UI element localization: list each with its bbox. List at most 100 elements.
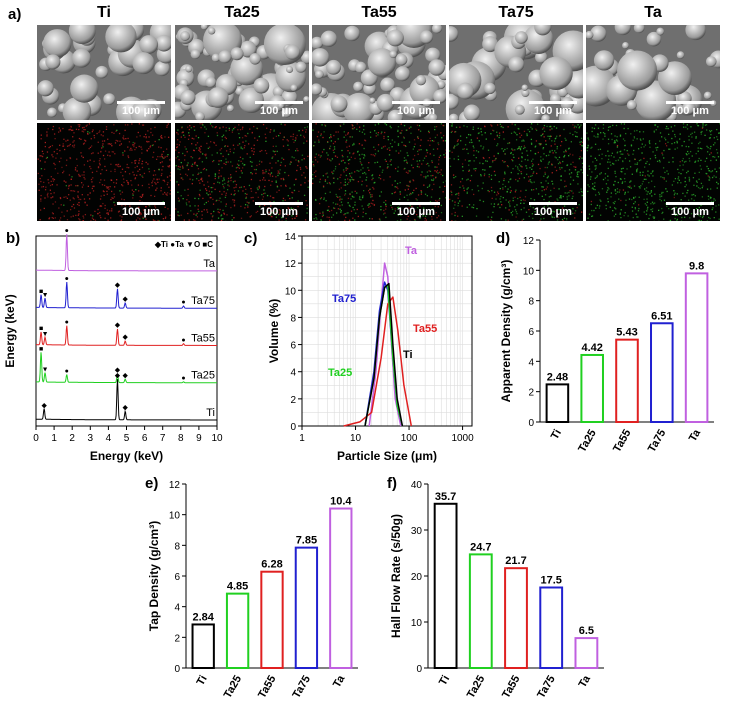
- sem-image-ta: 100 μm: [586, 25, 720, 120]
- peak-marker: ■: [39, 326, 43, 333]
- y-axis-label: Energy (keV): [3, 294, 17, 367]
- sem-image-ta75: 100 μm: [449, 25, 583, 120]
- scale-bar: 100 μm: [390, 202, 442, 218]
- scale-bar-label: 100 μm: [671, 206, 709, 218]
- scale-bar-label: 100 μm: [260, 105, 298, 117]
- x-tick-label: Ta75: [646, 428, 669, 455]
- series-label-ti: Ti: [403, 349, 413, 361]
- y-tick-label: 12: [285, 259, 297, 270]
- series-label-ti: Ti: [206, 407, 215, 419]
- eds-map-ta25: 100 μm: [175, 123, 309, 221]
- y-tick-label: 14: [285, 232, 297, 243]
- x-tick-label: Ta25: [465, 674, 488, 701]
- eds-map-ti: 100 μm: [37, 123, 171, 221]
- panel-d-letter: d): [496, 230, 511, 247]
- sample-title-ta55: Ta55: [361, 4, 397, 21]
- bar-value-label: 2.84: [192, 611, 214, 623]
- y-tick-label: 4: [528, 357, 534, 368]
- bar-value-label: 4.42: [581, 342, 602, 354]
- scale-bar: 100 μm: [390, 101, 442, 117]
- peak-marker: ◆: [123, 334, 129, 341]
- scale-bar: 100 μm: [664, 202, 716, 218]
- y-tick-label: 0: [528, 418, 534, 429]
- bar-ta25: [580, 353, 604, 423]
- sem-image-ti: 100 μm: [37, 25, 171, 120]
- x-tick-label: 9: [196, 433, 202, 444]
- bar-value-label: 6.28: [261, 559, 282, 571]
- y-tick-label: 6: [174, 572, 180, 583]
- x-tick-label: 8: [178, 433, 184, 444]
- x-tick-label: 7: [160, 433, 166, 444]
- spectrum-line-ta75: [36, 281, 217, 309]
- x-tick-label: Ta25: [222, 674, 245, 701]
- bar-value-label: 10.4: [330, 496, 352, 508]
- sample-title-ta: Ta: [644, 4, 662, 21]
- panel-c-letter: c): [244, 230, 258, 247]
- y-tick-label: 4: [290, 368, 296, 379]
- scale-bar: 100 μm: [115, 202, 167, 218]
- peak-marker: ◆: [115, 367, 121, 374]
- peak-marker: ◆: [123, 296, 129, 303]
- size-curve-ta55: [343, 296, 413, 427]
- x-tick-label: Ta55: [500, 674, 523, 701]
- y-tick-label: 2: [290, 395, 296, 406]
- peak-marker: ■: [39, 288, 43, 295]
- x-tick-label: Ta75: [535, 674, 558, 701]
- eds-map-dots: [449, 123, 583, 221]
- y-tick-label: 10: [285, 286, 297, 297]
- peak-marker: ▼: [42, 331, 49, 338]
- eds-map-ta75: 100 μm: [449, 123, 583, 221]
- spectrum-line-ta: [36, 234, 217, 272]
- bar-ta: [574, 637, 599, 670]
- bar-value-label: 17.5: [540, 575, 561, 587]
- eds-spectra-chart: 0 1 2 3 4 5 6 7 8 9 10 Energy (keV) Energy (keV) ◆Ti …: [3, 228, 223, 463]
- peak-marker: ◆: [115, 322, 121, 329]
- bar-ta55: [504, 567, 528, 669]
- sem-image-ta55: 100 μm: [312, 25, 446, 120]
- x-tick-label: Ti: [549, 428, 564, 442]
- y-tick-label: 10: [523, 266, 535, 277]
- plot-frame: [35, 235, 218, 427]
- eds-map-dots: [175, 123, 309, 221]
- bar-ti: [191, 623, 215, 670]
- peak-marker: ◆: [41, 402, 47, 409]
- y-tick-label: 0: [174, 664, 180, 675]
- scale-bar: 100 μm: [527, 202, 579, 218]
- bar-value-label: 5.43: [616, 327, 637, 339]
- panel-f-letter: f): [387, 475, 397, 492]
- bar-ta55: [615, 338, 639, 423]
- scale-bar-label: 100 μm: [122, 105, 160, 117]
- series-label-ta: Ta: [405, 245, 418, 257]
- x-tick-label: 1000: [451, 433, 474, 444]
- y-axis-label: Tap Density (g/cm³): [147, 521, 161, 631]
- y-tick-label: 0: [416, 664, 422, 675]
- bar-ta: [329, 507, 353, 669]
- y-tick-label: 20: [411, 572, 423, 583]
- x-tick-label: 6: [142, 433, 148, 444]
- x-tick-label: Ta55: [611, 428, 634, 455]
- bar-value-label: 24.7: [470, 541, 491, 553]
- bar-ta55: [260, 570, 284, 669]
- scale-bar: 100 μm: [527, 101, 579, 117]
- x-tick-label: 3: [88, 433, 94, 444]
- series-label-ta55: Ta55: [413, 323, 437, 335]
- bar-value-label: 35.7: [435, 491, 456, 503]
- size-curve-ta25: [364, 284, 404, 427]
- sem-particles: [175, 25, 309, 120]
- x-tick-label: Ta55: [256, 674, 279, 701]
- x-tick-label: 4: [106, 433, 112, 444]
- bar-value-label: 2.48: [547, 371, 568, 383]
- peak-marker: ◆: [123, 404, 129, 411]
- x-tick-label: 2: [69, 433, 75, 444]
- sem-particles: [449, 25, 583, 120]
- spectrum-line-ta25: [36, 352, 217, 384]
- bar-value-label: 7.85: [296, 535, 317, 547]
- eds-map-ta55: 100 μm: [312, 123, 446, 221]
- x-tick-label: 10: [350, 433, 362, 444]
- sem-particles: [586, 25, 720, 120]
- scale-bar: 100 μm: [664, 101, 716, 117]
- series-label-ta75: Ta75: [191, 295, 215, 307]
- bar-ta25: [468, 553, 493, 669]
- eds-map-ta: 100 μm: [586, 123, 720, 221]
- y-tick-label: 6: [528, 327, 534, 338]
